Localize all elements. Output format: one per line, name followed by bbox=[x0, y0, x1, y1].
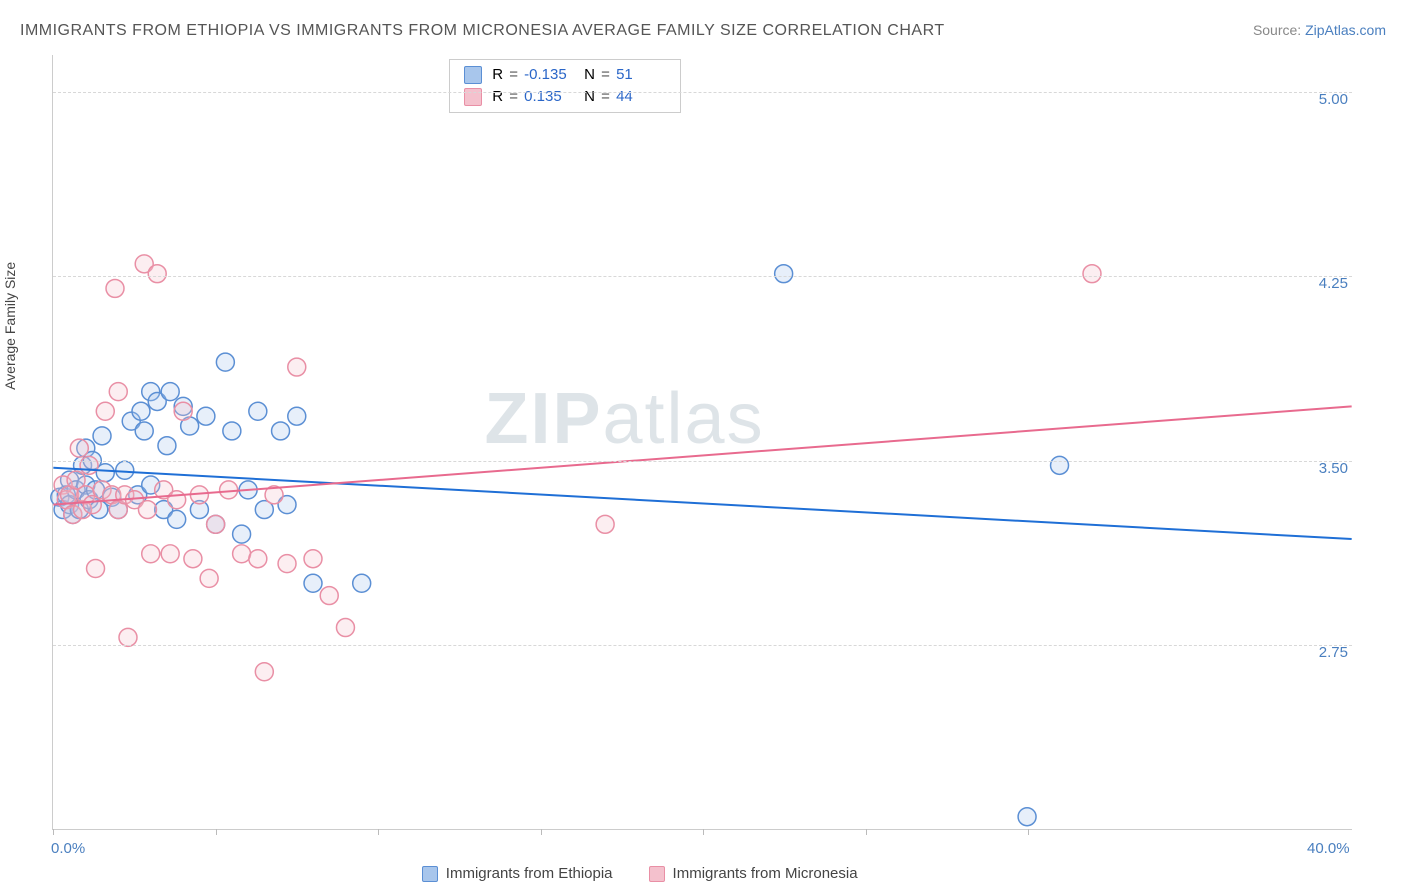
data-point bbox=[197, 407, 215, 425]
data-point bbox=[96, 464, 114, 482]
data-point bbox=[135, 422, 153, 440]
legend-swatch bbox=[649, 866, 665, 882]
data-point bbox=[249, 550, 267, 568]
data-point bbox=[161, 545, 179, 563]
data-point bbox=[96, 402, 114, 420]
x-tick-label: 0.0% bbox=[51, 840, 85, 857]
y-tick-label: 4.25 bbox=[1319, 275, 1348, 292]
data-point bbox=[1083, 265, 1101, 283]
data-point bbox=[320, 587, 338, 605]
data-point bbox=[87, 560, 105, 578]
source-attribution: Source: ZipAtlas.com bbox=[1253, 22, 1386, 38]
source-label: Source: bbox=[1253, 22, 1305, 38]
x-tick bbox=[378, 829, 379, 835]
data-point bbox=[233, 545, 251, 563]
data-point bbox=[336, 619, 354, 637]
gridline bbox=[53, 92, 1352, 93]
data-point bbox=[142, 545, 160, 563]
data-point bbox=[158, 437, 176, 455]
data-point bbox=[174, 402, 192, 420]
legend-item: Immigrants from Ethiopia bbox=[422, 865, 613, 882]
x-tick bbox=[703, 829, 704, 835]
y-tick-label: 2.75 bbox=[1319, 644, 1348, 661]
x-tick bbox=[216, 829, 217, 835]
data-point bbox=[304, 574, 322, 592]
data-point bbox=[775, 265, 793, 283]
data-point bbox=[596, 515, 614, 533]
data-point bbox=[132, 402, 150, 420]
legend-label: Immigrants from Micronesia bbox=[673, 865, 858, 882]
x-tick-label: 40.0% bbox=[1307, 840, 1350, 857]
y-tick-label: 3.50 bbox=[1319, 460, 1348, 477]
chart-title: IMMIGRANTS FROM ETHIOPIA VS IMMIGRANTS F… bbox=[20, 22, 945, 40]
x-tick bbox=[1028, 829, 1029, 835]
data-point bbox=[109, 383, 127, 401]
data-point bbox=[138, 501, 156, 519]
source-link[interactable]: ZipAtlas.com bbox=[1305, 22, 1386, 38]
n-label: N = 51 bbox=[584, 66, 666, 83]
data-point bbox=[200, 569, 218, 587]
legend-label: Immigrants from Ethiopia bbox=[446, 865, 613, 882]
data-point bbox=[249, 402, 267, 420]
data-point bbox=[278, 555, 296, 573]
data-point bbox=[119, 628, 137, 646]
data-point bbox=[223, 422, 241, 440]
data-point bbox=[168, 510, 186, 528]
plot-area: ZIPatlas R = -0.135N = 51R = 0.135N = 44… bbox=[52, 55, 1352, 830]
gridline bbox=[53, 461, 1352, 462]
data-point bbox=[116, 461, 134, 479]
bottom-legend: Immigrants from Ethiopia Immigrants from … bbox=[422, 865, 858, 882]
data-point bbox=[288, 407, 306, 425]
regression-line bbox=[53, 406, 1351, 504]
y-tick-label: 5.00 bbox=[1319, 91, 1348, 108]
data-point bbox=[216, 353, 234, 371]
data-point bbox=[272, 422, 290, 440]
r-value: -0.135 bbox=[524, 66, 574, 83]
data-point bbox=[93, 427, 111, 445]
data-point bbox=[304, 550, 322, 568]
data-point bbox=[80, 456, 98, 474]
data-point bbox=[353, 574, 371, 592]
legend-swatch bbox=[464, 66, 482, 84]
stats-row: R = -0.135 N = 51 bbox=[450, 64, 680, 86]
x-tick bbox=[866, 829, 867, 835]
y-axis-label: Average Family Size bbox=[2, 262, 18, 390]
data-point bbox=[168, 491, 186, 509]
data-point bbox=[184, 550, 202, 568]
data-point bbox=[1018, 808, 1036, 826]
legend-item: Immigrants from Micronesia bbox=[649, 865, 858, 882]
stats-row: R = 0.135N = 44 bbox=[450, 86, 680, 108]
data-point bbox=[1051, 456, 1069, 474]
gridline bbox=[53, 645, 1352, 646]
stats-legend: R = -0.135 N = 51 R = 0.135N = 44 bbox=[449, 59, 681, 113]
r-label: R = -0.135 bbox=[492, 66, 574, 83]
data-point bbox=[161, 383, 179, 401]
scatter-plot-svg bbox=[53, 55, 1352, 829]
data-point bbox=[70, 439, 88, 457]
n-value: 51 bbox=[616, 66, 666, 83]
x-tick bbox=[53, 829, 54, 835]
data-point bbox=[255, 663, 273, 681]
data-point bbox=[233, 525, 251, 543]
data-point bbox=[148, 265, 166, 283]
legend-swatch bbox=[464, 88, 482, 106]
data-point bbox=[207, 515, 225, 533]
gridline bbox=[53, 276, 1352, 277]
legend-swatch bbox=[422, 866, 438, 882]
data-point bbox=[106, 279, 124, 297]
x-tick bbox=[541, 829, 542, 835]
data-point bbox=[288, 358, 306, 376]
